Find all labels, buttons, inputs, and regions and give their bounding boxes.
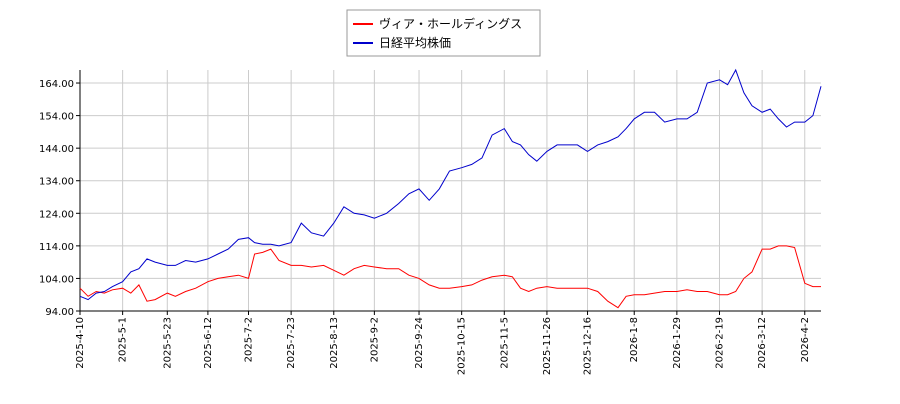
y-tick-label: 164.00 xyxy=(39,79,74,90)
y-tick-label: 134.00 xyxy=(39,177,74,188)
y-tick-label: 104.00 xyxy=(39,274,74,285)
x-tick-label: 2025-6-12 xyxy=(203,317,214,369)
legend-box xyxy=(346,9,541,57)
x-tick-label: 2025-9-2 xyxy=(369,317,380,362)
x-tick-label: 2026-3-12 xyxy=(757,317,768,369)
axes: 94.00 104.00 114.00 124.00 134.00 144.00 154.0… xyxy=(39,70,821,375)
x-tick-label: 2025-5-1 xyxy=(118,317,129,362)
x-tick-label: 2025-9-24 xyxy=(414,317,425,369)
x-tick-label: 2025-12-16 xyxy=(583,317,594,375)
y-tick-label: 94.00 xyxy=(45,307,74,318)
grid xyxy=(79,70,821,312)
x-tick-label: 2025-10-15 xyxy=(457,317,468,375)
y-tick-label: 154.00 xyxy=(39,112,74,123)
y-tick-label: 114.00 xyxy=(39,242,74,253)
x-tick-label: 2026-1-8 xyxy=(629,317,640,362)
series-lines xyxy=(79,68,822,309)
y-tick-label: 144.00 xyxy=(39,144,74,155)
x-tick-label: 2025-5-23 xyxy=(162,317,173,369)
x-tick-label: 2025-7-2 xyxy=(244,317,255,362)
x-tick-label: 2026-1-29 xyxy=(672,317,683,369)
x-tick-label: 2025-4-10 xyxy=(75,317,86,369)
x-tick-label: 2025-7-23 xyxy=(286,317,297,369)
x-tick-label: 2025-8-13 xyxy=(329,317,340,369)
legend-label-via-holdings: ヴィア・ホールディングス xyxy=(379,16,522,31)
x-tick-label: 2025-11-5 xyxy=(499,317,510,369)
series-line-via-holdings xyxy=(79,245,821,309)
x-tick-label: 2026-4-2 xyxy=(800,317,811,362)
series-line-nikkei xyxy=(79,68,822,301)
y-tick-label: 124.00 xyxy=(39,209,74,220)
legend: ヴィア・ホールディングス 日経平均株価 xyxy=(346,9,541,57)
x-tick-label: 2025-11-26 xyxy=(542,317,553,375)
legend-label-nikkei: 日経平均株価 xyxy=(379,35,451,50)
x-tick-label: 2026-2-19 xyxy=(714,317,725,369)
